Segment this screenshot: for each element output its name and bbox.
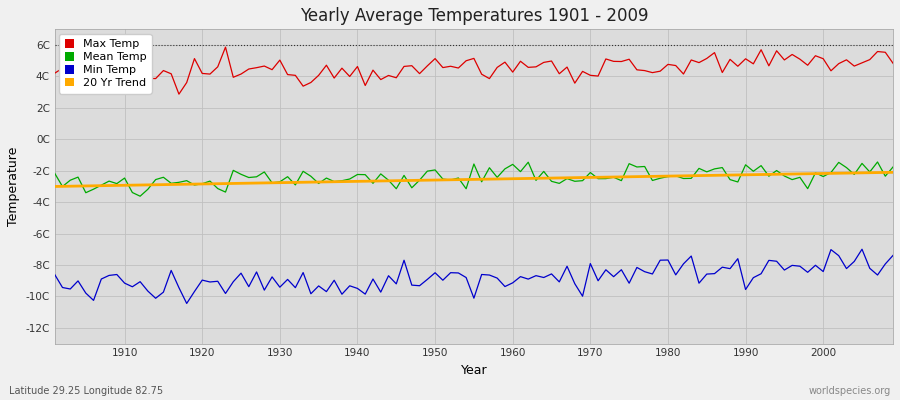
X-axis label: Year: Year	[461, 364, 487, 377]
Text: Latitude 29.25 Longitude 82.75: Latitude 29.25 Longitude 82.75	[9, 386, 163, 396]
Y-axis label: Temperature: Temperature	[7, 147, 20, 226]
Title: Yearly Average Temperatures 1901 - 2009: Yearly Average Temperatures 1901 - 2009	[300, 7, 648, 25]
Legend: Max Temp, Mean Temp, Min Temp, 20 Yr Trend: Max Temp, Mean Temp, Min Temp, 20 Yr Tre…	[59, 34, 152, 94]
Text: worldspecies.org: worldspecies.org	[809, 386, 891, 396]
